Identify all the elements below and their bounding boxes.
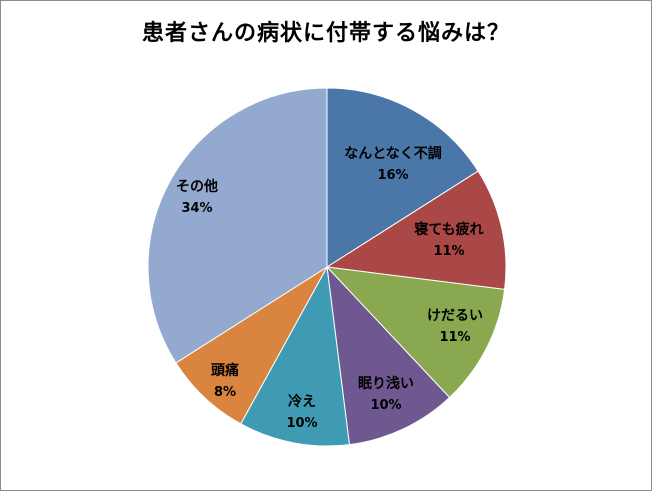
slice-value-label-7: 34% — [181, 201, 212, 216]
pie-slice-4 — [326, 265, 451, 446]
pie-slice-2 — [325, 170, 507, 290]
slice-label-3: けだるい — [427, 308, 483, 324]
slice-label-7: その他 — [176, 178, 218, 195]
slice-value-label-5: 10% — [286, 416, 317, 431]
pie-slice-1 — [326, 87, 479, 268]
slice-value-label-6: 8% — [214, 385, 236, 400]
slice-label-2: 寝ても疲れ — [414, 221, 483, 238]
pie-slice-7 — [147, 87, 328, 364]
pie-slice-5 — [240, 265, 350, 447]
slice-value-label-1: 16% — [377, 168, 408, 183]
slice-label-4: 眠り浅い — [358, 375, 414, 392]
chart-title: 患者さんの病状に付帯する悩みは？ — [141, 21, 510, 46]
slice-label-5: 冷え — [288, 393, 316, 410]
slice-label-1: なんとなく不調 — [344, 145, 442, 162]
slice-value-label-2: 11% — [433, 244, 464, 259]
slice-value-label-4: 10% — [370, 398, 401, 413]
slice-label-6: 頭痛 — [211, 362, 239, 379]
pie-slice-6 — [175, 266, 328, 425]
pie-slice-3 — [325, 266, 506, 399]
slice-value-label-3: 11% — [439, 330, 470, 345]
